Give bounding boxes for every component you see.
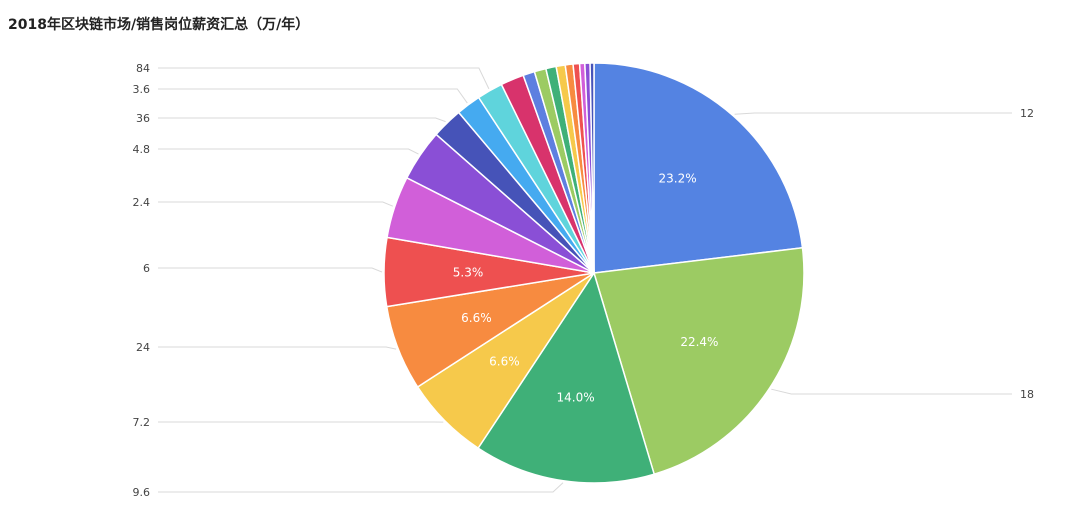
slice-label-6: 2.4	[133, 196, 151, 209]
leader-line-8	[158, 117, 446, 123]
leader-line-5	[158, 267, 383, 273]
leader-line-6	[158, 201, 393, 207]
slice-label-1: 18	[1020, 388, 1034, 401]
percent-label-4: 6.6%	[461, 311, 492, 325]
slice-label-9: 3.6	[133, 83, 151, 96]
slice-label-7: 4.8	[133, 143, 151, 156]
percent-label-3: 6.6%	[489, 355, 520, 369]
slice-label-8: 36	[136, 112, 150, 125]
slice-labels: 12 18 9.6 7.2 24 6 2.4 4.8 36 3.6 84	[133, 62, 1035, 499]
leader-line-1	[771, 388, 1012, 395]
percent-label-0: 23.2%	[659, 172, 697, 186]
percent-label-5: 5.3%	[453, 265, 484, 279]
percent-label-2: 14.0%	[557, 391, 595, 405]
leader-line-4	[158, 346, 397, 350]
slice-label-2: 9.6	[133, 486, 151, 499]
leader-lines	[158, 67, 1012, 493]
leader-line-7	[158, 148, 419, 155]
slice-label-3: 7.2	[133, 416, 151, 429]
percent-labels: 23.2% 22.4% 14.0% 6.6% 6.6% 5.3%	[453, 172, 719, 405]
chart-title: 2018年区块链市场/销售岗位薪资汇总（万/年）	[8, 17, 310, 33]
pie-slice-0	[593, 62, 804, 274]
leader-line-2	[158, 482, 564, 493]
slice-label-0: 12	[1020, 107, 1034, 120]
pie-slice-20	[589, 62, 595, 274]
leader-line-9	[158, 88, 468, 104]
leader-line-0	[734, 112, 1012, 115]
slice-label-5: 6	[143, 262, 150, 275]
slice-label-4: 24	[136, 341, 150, 354]
leader-line-10	[158, 67, 490, 90]
pie-slice-2	[477, 271, 656, 484]
slice-label-10: 84	[136, 62, 150, 75]
percent-label-1: 22.4%	[680, 335, 718, 349]
pie-slices	[383, 62, 805, 484]
pie-slice-1	[593, 246, 805, 476]
